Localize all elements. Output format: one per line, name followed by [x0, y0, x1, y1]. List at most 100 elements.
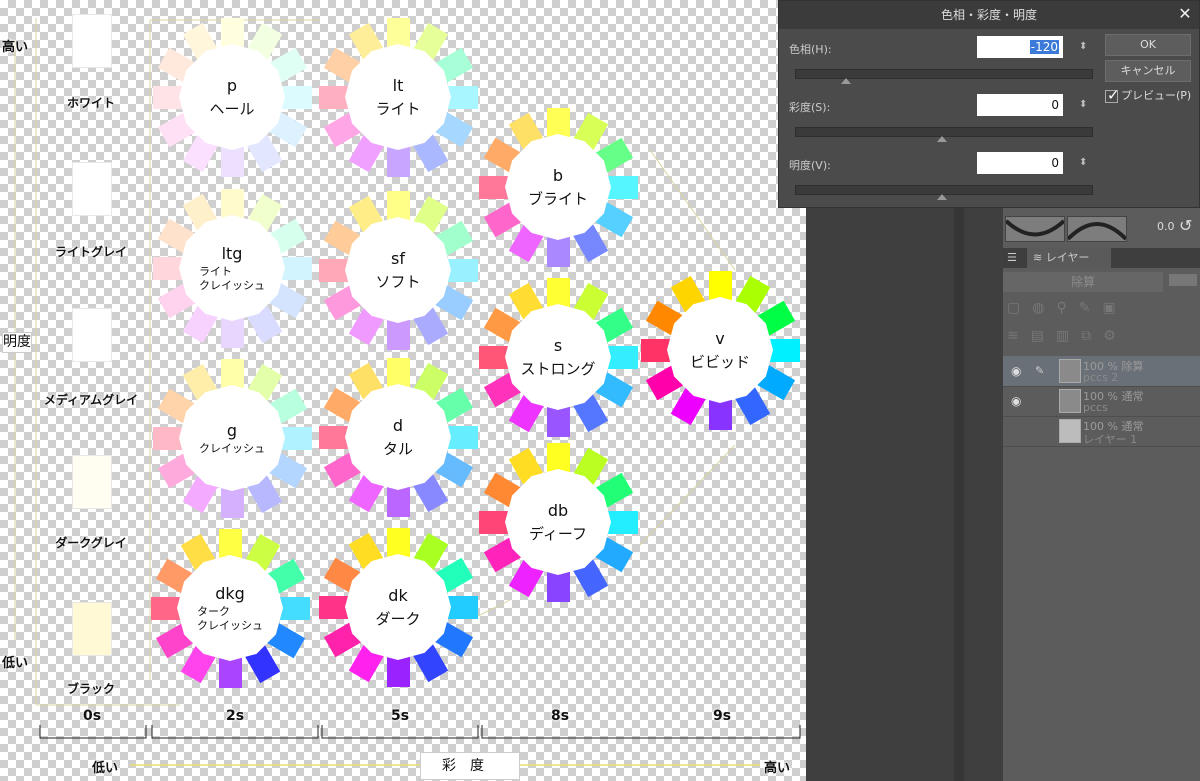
gray-level-label: ブラック — [66, 682, 115, 696]
saturation-low-label: 低い — [92, 761, 119, 776]
layer-tool-row-2: ≋▤▥⧉⚙ — [1007, 328, 1197, 350]
settings-icon[interactable]: ⚙ — [1103, 328, 1128, 344]
hue-petal — [386, 527, 410, 563]
tone-center: dk ダーク — [345, 554, 451, 660]
layer-name: pccs — [1083, 401, 1108, 414]
tone-flower-g: g クレイッシュ — [152, 358, 312, 518]
layer-stack-icon[interactable]: ≋ — [1007, 328, 1031, 344]
canvas-side-strip — [806, 208, 1003, 781]
brush-curve-preset-2[interactable] — [1067, 216, 1127, 242]
tone-name: ライト — [375, 99, 421, 118]
hue-slider[interactable] — [795, 69, 1093, 79]
gray-swatch — [72, 602, 112, 656]
layer-row[interactable]: ◉ ✎ 100 % 除算 pccs 2 — [1003, 356, 1200, 387]
tone-code: s — [553, 335, 563, 355]
tone-name: ブライト — [527, 189, 588, 208]
opacity-readout: 0.0 — [1157, 220, 1175, 233]
hue-petal — [546, 107, 570, 143]
tone-flower-db: db ディーフ — [478, 442, 638, 602]
undo-icon[interactable]: ↺ — [1179, 216, 1193, 235]
tone-center: sf ソフト — [345, 217, 451, 323]
tone-flower-p: p ヘール — [152, 17, 312, 177]
saturation-column-label: 8s — [550, 708, 570, 724]
tone-code: v — [715, 328, 725, 348]
saturation-slider-thumb[interactable] — [937, 136, 947, 142]
hue-value: -120 — [1029, 40, 1059, 54]
gray-level-label: ホワイト — [66, 96, 115, 110]
cancel-button[interactable]: キャンセル — [1105, 60, 1191, 82]
layer-row[interactable]: 100 % 通常 レイヤー 1 — [1003, 416, 1200, 447]
brush-curve-preset-1[interactable] — [1005, 216, 1065, 242]
hue-petal — [546, 277, 570, 313]
layer-tab-bar: ☰ ≋ レイヤー — [1003, 248, 1200, 268]
layer-row[interactable]: ◉ 100 % 通常 pccs — [1003, 386, 1200, 417]
hue-petal — [218, 528, 242, 564]
hue-input[interactable]: -120 — [977, 36, 1063, 58]
preview-label: プレビュー(P) — [1121, 89, 1192, 102]
hue-saturation-value-dialog: 色相・彩度・明度 ✕ 色相(H): -120 ⬍ 彩度(S): 0 ⬍ 明度(V… — [778, 0, 1200, 208]
value-slider-thumb[interactable] — [937, 194, 947, 200]
tone-name: ディーフ — [528, 524, 588, 543]
layer-mode-opacity: 100 % 通常 — [1083, 420, 1144, 433]
clip-icon[interactable]: ⚲ — [1056, 300, 1079, 316]
value-spin-icon[interactable]: ⬍ — [1079, 157, 1088, 168]
saturation-column-label: 0s — [82, 708, 102, 724]
tone-center: db ディーフ — [505, 469, 611, 575]
tone-center: d タル — [345, 384, 451, 490]
new-layer-icon[interactable]: ▤ — [1030, 328, 1056, 344]
tone-center: g クレイッシュ — [179, 385, 285, 491]
tone-flower-b: b ブライト — [478, 107, 638, 267]
tone-center: ltg ライト クレイッシュ — [179, 215, 285, 321]
curve-icon — [1006, 219, 1064, 237]
hue-petal — [386, 357, 410, 393]
layer-color-icon[interactable]: ▢ — [1007, 300, 1033, 316]
tone-flower-dkg: dkg ターク クレイッシュ — [150, 528, 310, 688]
hue-label: 色相(H): — [789, 43, 832, 56]
lock-icon[interactable]: ▣ — [1102, 300, 1128, 316]
tone-code: dk — [388, 585, 408, 605]
hue-spin-icon[interactable]: ⬍ — [1079, 41, 1088, 52]
tab-layer[interactable]: ≋ レイヤー — [1027, 248, 1111, 268]
pen-icon[interactable]: ✎ — [1078, 300, 1103, 316]
gray-level-label: ライトグレイ — [54, 245, 127, 259]
gray-swatch — [72, 14, 112, 68]
tone-code: sf — [391, 248, 405, 268]
layer-tool-row-1: ▢◍⚲✎▣ — [1007, 300, 1197, 322]
value-input[interactable]: 0 — [977, 152, 1063, 174]
menu-icon[interactable]: ☰ — [1007, 251, 1017, 264]
curve-icon — [1068, 222, 1126, 241]
blend-mode-select[interactable]: 除算 — [1003, 272, 1163, 292]
copy-layer-icon[interactable]: ⧉ — [1081, 328, 1104, 344]
layer-thumbnail — [1059, 359, 1081, 383]
hue-petal — [220, 17, 244, 53]
eye-icon[interactable]: ◉ — [1011, 394, 1022, 408]
hue-petal — [386, 190, 410, 226]
saturation-input[interactable]: 0 — [977, 94, 1063, 116]
canvas-area[interactable]: ホワイト ライトグレイ メディアムグレイ ダークグレイ ブラック 高い 低い 明度 低い… — [0, 0, 806, 781]
preview-checkbox[interactable]: ✓ プレビュー(P) — [1105, 85, 1192, 104]
tone-flower-dk: dk ダーク — [318, 527, 478, 687]
checkmark-icon: ✓ — [1105, 85, 1120, 104]
tone-code: p — [226, 75, 238, 95]
tone-name: ヘール — [209, 99, 255, 118]
layer-mode-opacity: 100 % 除算 — [1083, 360, 1144, 373]
close-icon[interactable]: ✕ — [1178, 4, 1192, 23]
hue-petal — [546, 442, 570, 478]
mask-icon[interactable]: ◍ — [1032, 300, 1057, 316]
layer-name: レイヤー 1 — [1083, 433, 1138, 446]
ok-button[interactable]: OK — [1105, 34, 1191, 56]
saturation-column-label: 9s — [712, 708, 732, 724]
tone-flower-ltg: ltg ライト クレイッシュ — [152, 188, 312, 348]
new-folder-icon[interactable]: ▥ — [1055, 328, 1082, 344]
layer-mode-opacity: 100 % 通常 — [1083, 390, 1144, 403]
layer-thumbnail — [1059, 419, 1081, 443]
saturation-spin-icon[interactable]: ⬍ — [1079, 99, 1088, 110]
tone-name: タル — [382, 439, 413, 458]
hue-slider-thumb[interactable] — [841, 78, 851, 84]
axis-low-label: 低い — [2, 656, 29, 671]
tone-flower-s: s ストロング — [478, 277, 638, 437]
opacity-field[interactable] — [1169, 274, 1197, 286]
tone-name: ダーク — [375, 609, 421, 628]
eye-icon[interactable]: ◉ — [1011, 364, 1022, 378]
tone-flower-sf: sf ソフト — [318, 190, 478, 350]
